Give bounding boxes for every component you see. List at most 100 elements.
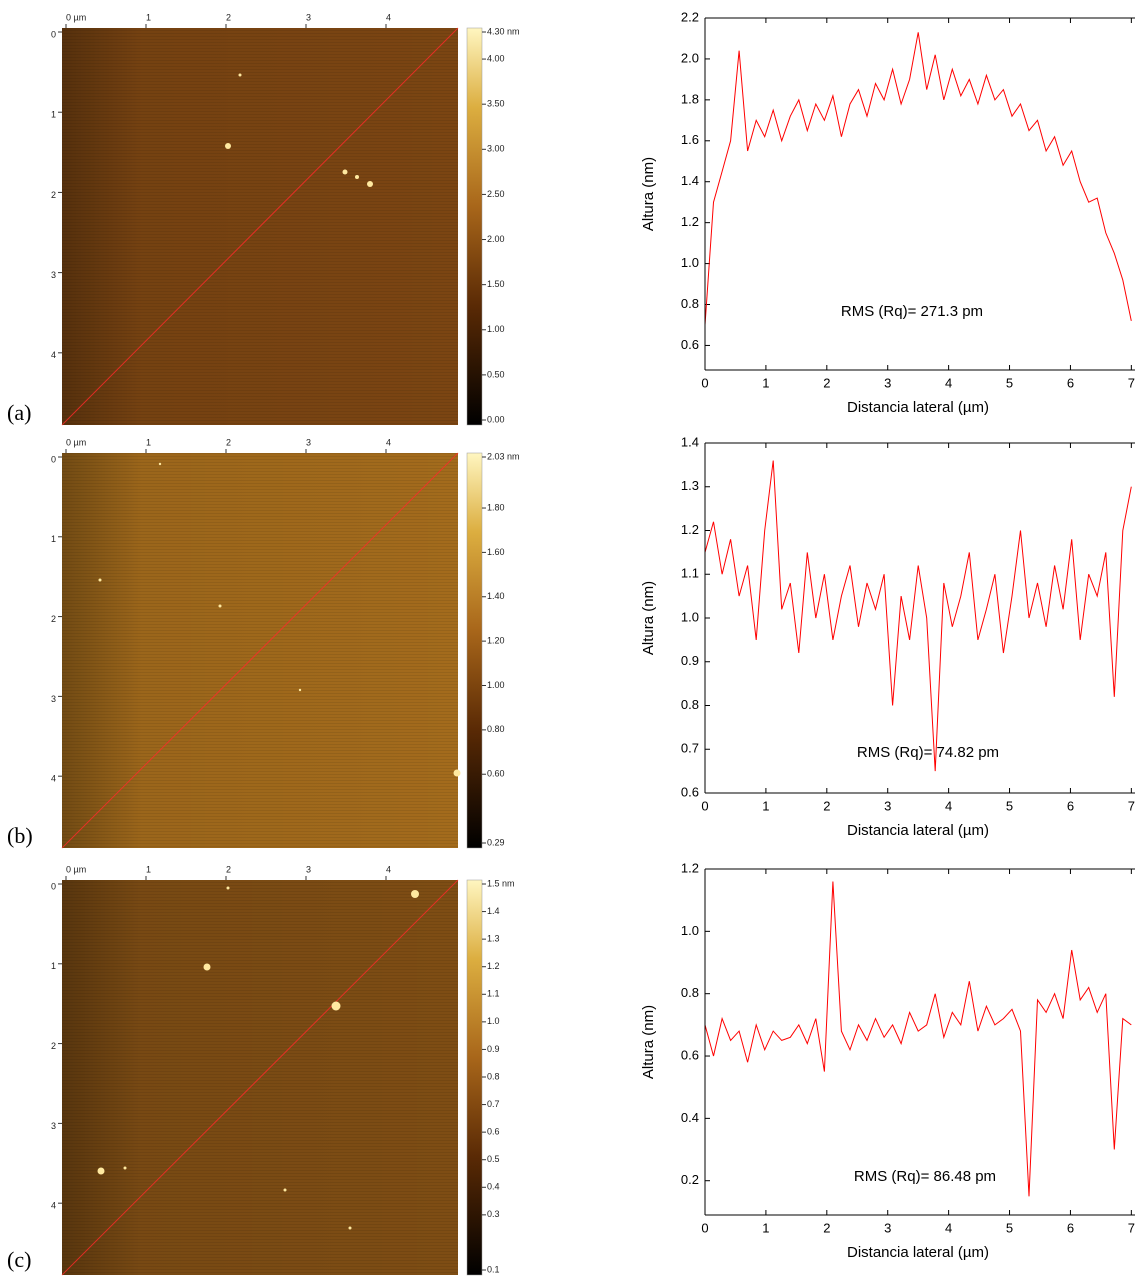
panel-label: (b): [7, 823, 33, 848]
profile: [704, 881, 1132, 1197]
colorbar: [466, 452, 483, 849]
panel-label: (a): [7, 400, 31, 425]
colorbar-label: 1.2: [487, 961, 500, 971]
y-tick-label: 2.0: [681, 50, 699, 65]
x-tick-label: 2: [823, 798, 830, 813]
x-axis-title: Distancia lateral (µm): [847, 822, 989, 839]
x-tick-label: 0: [701, 1220, 708, 1235]
x-tick-label: 6: [1067, 1220, 1074, 1235]
colorbar-label: 2.03 nm: [487, 451, 520, 461]
colorbar-label: 1.40: [487, 591, 505, 601]
x-tick-label: 1: [762, 798, 769, 813]
colorbar-label: 0.4: [487, 1182, 500, 1192]
y-tick-label: 2: [51, 614, 56, 624]
y-tick-label: 0.9: [681, 653, 699, 668]
profile: [704, 32, 1132, 326]
x-tick-label: 4: [386, 437, 391, 447]
y-tick-label: 0.8: [681, 697, 699, 712]
x-tick-label: 3: [306, 437, 311, 447]
y-tick-label: 1: [51, 110, 56, 120]
colorbar-label: 0.29: [487, 837, 505, 847]
y-tick-label: 0.2: [681, 1172, 699, 1187]
y-tick-label: 1.4: [681, 434, 699, 449]
x-tick-label: 4: [945, 375, 952, 390]
y-tick-label: 0.7: [681, 741, 699, 756]
x-tick-label: 1: [146, 12, 151, 22]
colorbar-label: 0.1: [487, 1264, 500, 1274]
colorbar-label: 1.80: [487, 502, 505, 512]
x-tick-label: 1: [146, 437, 151, 447]
x-tick-label: 2: [226, 12, 231, 22]
x-tick-label: 5: [1006, 375, 1013, 390]
y-tick-label: 1.3: [681, 478, 699, 493]
x-tick-label: 3: [306, 864, 311, 874]
colorbar-label: 1.5 nm: [487, 878, 515, 888]
colorbar-label: 0.3: [487, 1209, 500, 1219]
profile-line: [61, 452, 459, 849]
y-tick-label: 0.8: [681, 985, 699, 1000]
y-tick-label: 4: [51, 774, 56, 784]
x-tick-label: 3: [884, 798, 891, 813]
y-tick-label: 1.4: [681, 173, 699, 188]
x-tick-label: 4: [386, 864, 391, 874]
x-tick-label: 3: [884, 1220, 891, 1235]
colorbar-label: 0.9: [487, 1044, 500, 1054]
x-tick-label: 1: [146, 864, 151, 874]
colorbar-label: 0.50: [487, 369, 505, 379]
y-tick-label: 2: [51, 190, 56, 200]
y-tick-label: 0.8: [681, 296, 699, 311]
x-tick-label: 5: [1006, 1220, 1013, 1235]
x-tick-label: 1: [762, 1220, 769, 1235]
colorbar-label: 0.7: [487, 1099, 500, 1109]
colorbar-label: 1.0: [487, 1016, 500, 1026]
annotation: RMS (Rq)= 74.82 pm: [857, 744, 999, 761]
colorbar-label: 1.60: [487, 547, 505, 557]
y-tick-label: 2: [51, 1041, 56, 1051]
y-axis-title: Altura (nm): [640, 581, 657, 655]
colorbar-label: 0.5: [487, 1154, 500, 1164]
x-tick-label: 7: [1128, 375, 1135, 390]
y-axis-title: Altura (nm): [640, 1005, 657, 1079]
x-tick-label: 5: [1006, 798, 1013, 813]
particles: [97, 73, 461, 1230]
x-axis-title: Distancia lateral (µm): [847, 1244, 989, 1261]
y-tick-label: 1.2: [681, 214, 699, 229]
x-tick-label: 0: [701, 798, 708, 813]
y-axis-title: Altura (nm): [640, 157, 657, 231]
profile: [704, 460, 1132, 772]
annotation: RMS (Rq)= 271.3 pm: [841, 303, 983, 320]
colorbar-label: 2.00: [487, 234, 505, 244]
x-tick-label: 0: [701, 375, 708, 390]
profile-line: [61, 879, 459, 1276]
y-tick-label: 4: [51, 1201, 56, 1211]
y-tick-label: 0: [51, 29, 56, 39]
annotation: RMS (Rq)= 86.48 pm: [854, 1168, 996, 1185]
colorbar-label: 1.3: [487, 934, 500, 944]
x-tick-label: 6: [1067, 375, 1074, 390]
y-tick-label: 1.8: [681, 91, 699, 106]
colorbar-label: 0.60: [487, 769, 505, 779]
y-tick-label: 0.6: [681, 1047, 699, 1062]
colorbar-label: 0.00: [487, 414, 505, 424]
y-tick-label: 1.0: [681, 609, 699, 624]
x-tick-label: 3: [306, 12, 311, 22]
y-tick-label: 0.4: [681, 1110, 699, 1125]
x-tick-label: 0 µm: [66, 864, 86, 874]
y-tick-label: 1.1: [681, 566, 699, 581]
x-tick-label: 3: [884, 375, 891, 390]
y-tick-label: 1.0: [681, 923, 699, 938]
y-tick-label: 1.2: [681, 522, 699, 537]
x-tick-label: 0 µm: [66, 12, 86, 22]
colorbar-label: 3.00: [487, 144, 505, 154]
colorbar-label: 2.50: [487, 189, 505, 199]
colorbar-label: 1.1: [487, 989, 500, 999]
y-tick-label: 0: [51, 881, 56, 891]
x-tick-label: 1: [762, 375, 769, 390]
x-tick-label: 4: [386, 12, 391, 22]
x-tick-label: 6: [1067, 798, 1074, 813]
colorbar-label: 1.00: [487, 324, 505, 334]
x-tick-label: 2: [226, 437, 231, 447]
y-tick-label: 0.6: [681, 337, 699, 352]
y-tick-label: 4: [51, 350, 56, 360]
